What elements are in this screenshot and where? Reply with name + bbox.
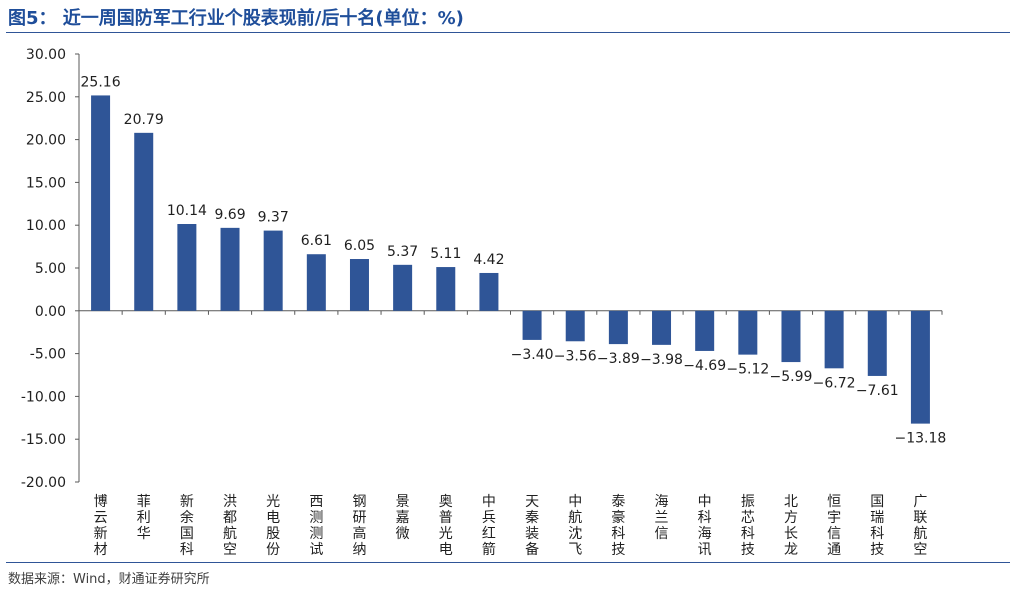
- bar-value-label: −7.61: [856, 383, 899, 399]
- bar-value-label: 10.14: [167, 203, 207, 219]
- bar-chart: 30.00 25.00 20.00 15.00 10.00 5.00 0.00 -5.00 -1…: [21, 47, 947, 558]
- bar: [695, 310, 715, 351]
- category-label: 恒宇信通: [827, 494, 841, 558]
- bar: [349, 259, 369, 311]
- category-label: 奥普光电: [439, 493, 453, 558]
- y-tick-label: -20.00: [21, 475, 66, 491]
- category-label: 泰豪科技: [611, 494, 625, 558]
- bar-value-label: 20.79: [124, 112, 164, 128]
- y-tick-label: 5.00: [35, 261, 66, 277]
- category-label: 中科海讯: [698, 494, 712, 558]
- bar: [867, 310, 887, 376]
- bar-value-label: 5.37: [387, 244, 418, 260]
- bar: [177, 224, 197, 311]
- bar-value-label: −6.72: [813, 375, 856, 391]
- bar: [393, 264, 413, 311]
- y-tick-label: -15.00: [21, 432, 66, 448]
- bar: [134, 132, 154, 311]
- bar: [436, 267, 456, 311]
- bar-value-label: −5.12: [726, 362, 769, 378]
- bar: [910, 310, 930, 424]
- bar-value-label: −13.18: [895, 431, 947, 447]
- y-tick-label: -5.00: [30, 347, 66, 363]
- title-divider: [6, 32, 1010, 33]
- category-label: 菲利华: [137, 494, 151, 542]
- bar: [522, 310, 542, 340]
- bar-value-label: −3.89: [597, 351, 640, 367]
- bar: [738, 310, 758, 355]
- bar-value-label: 25.16: [81, 74, 121, 90]
- bar: [824, 310, 844, 369]
- y-tick-label: 30.00: [26, 47, 66, 63]
- footer-divider: [6, 562, 1010, 563]
- y-tick-label: 20.00: [26, 133, 66, 149]
- bar-value-label: 6.05: [344, 238, 375, 254]
- bar-value-label: −3.98: [640, 352, 683, 368]
- bar-value-label: −3.56: [554, 348, 597, 364]
- category-label: 广联航空: [913, 494, 927, 558]
- category-label: 海兰信: [655, 494, 669, 542]
- y-tick-label: -10.00: [21, 389, 66, 405]
- category-label: 中兵红箭: [482, 494, 496, 558]
- bar: [306, 254, 326, 311]
- bar-value-label: 6.61: [301, 233, 332, 249]
- category-label: 国瑞科技: [870, 494, 884, 558]
- bar-value-label: 4.42: [473, 252, 504, 268]
- y-tick-label: 25.00: [26, 90, 66, 106]
- bar: [652, 310, 672, 345]
- bar: [220, 227, 240, 311]
- chart-title: 图5： 近一周国防军工行业个股表现前/后十名(单位：%): [8, 8, 464, 29]
- bar-value-label: 9.37: [258, 210, 289, 226]
- category-label: 西测测试: [309, 494, 323, 558]
- category-label: 北方长龙: [784, 494, 798, 558]
- bar: [565, 310, 585, 342]
- bar: [781, 310, 801, 363]
- bar-value-label: 9.69: [214, 207, 245, 223]
- category-label: 光电股份: [266, 494, 280, 558]
- y-tick-label: 10.00: [26, 218, 66, 234]
- bar-value-label: −5.99: [770, 369, 813, 385]
- y-tick-label: 0.00: [35, 304, 66, 320]
- category-label: 钢研高纳: [352, 494, 366, 558]
- bar: [91, 95, 111, 311]
- bar-value-label: 5.11: [430, 246, 461, 262]
- category-label: 景嘉微: [396, 494, 410, 542]
- bar-value-label: −3.40: [511, 347, 554, 363]
- bar-value-label: −4.69: [683, 358, 726, 374]
- category-label: 新余国科: [180, 494, 194, 558]
- bar: [263, 230, 283, 311]
- bar: [608, 310, 628, 345]
- category-label: 天秦装备: [525, 494, 539, 558]
- bar: [479, 272, 499, 311]
- category-label: 中航沈飞: [568, 494, 582, 558]
- category-label: 洪都航空: [223, 494, 237, 558]
- category-label: 博云新材: [94, 493, 108, 558]
- category-label: 振芯科技: [741, 494, 755, 558]
- y-tick-label: 15.00: [26, 175, 66, 191]
- source-note: 数据来源：Wind，财通证券研究所: [8, 572, 210, 587]
